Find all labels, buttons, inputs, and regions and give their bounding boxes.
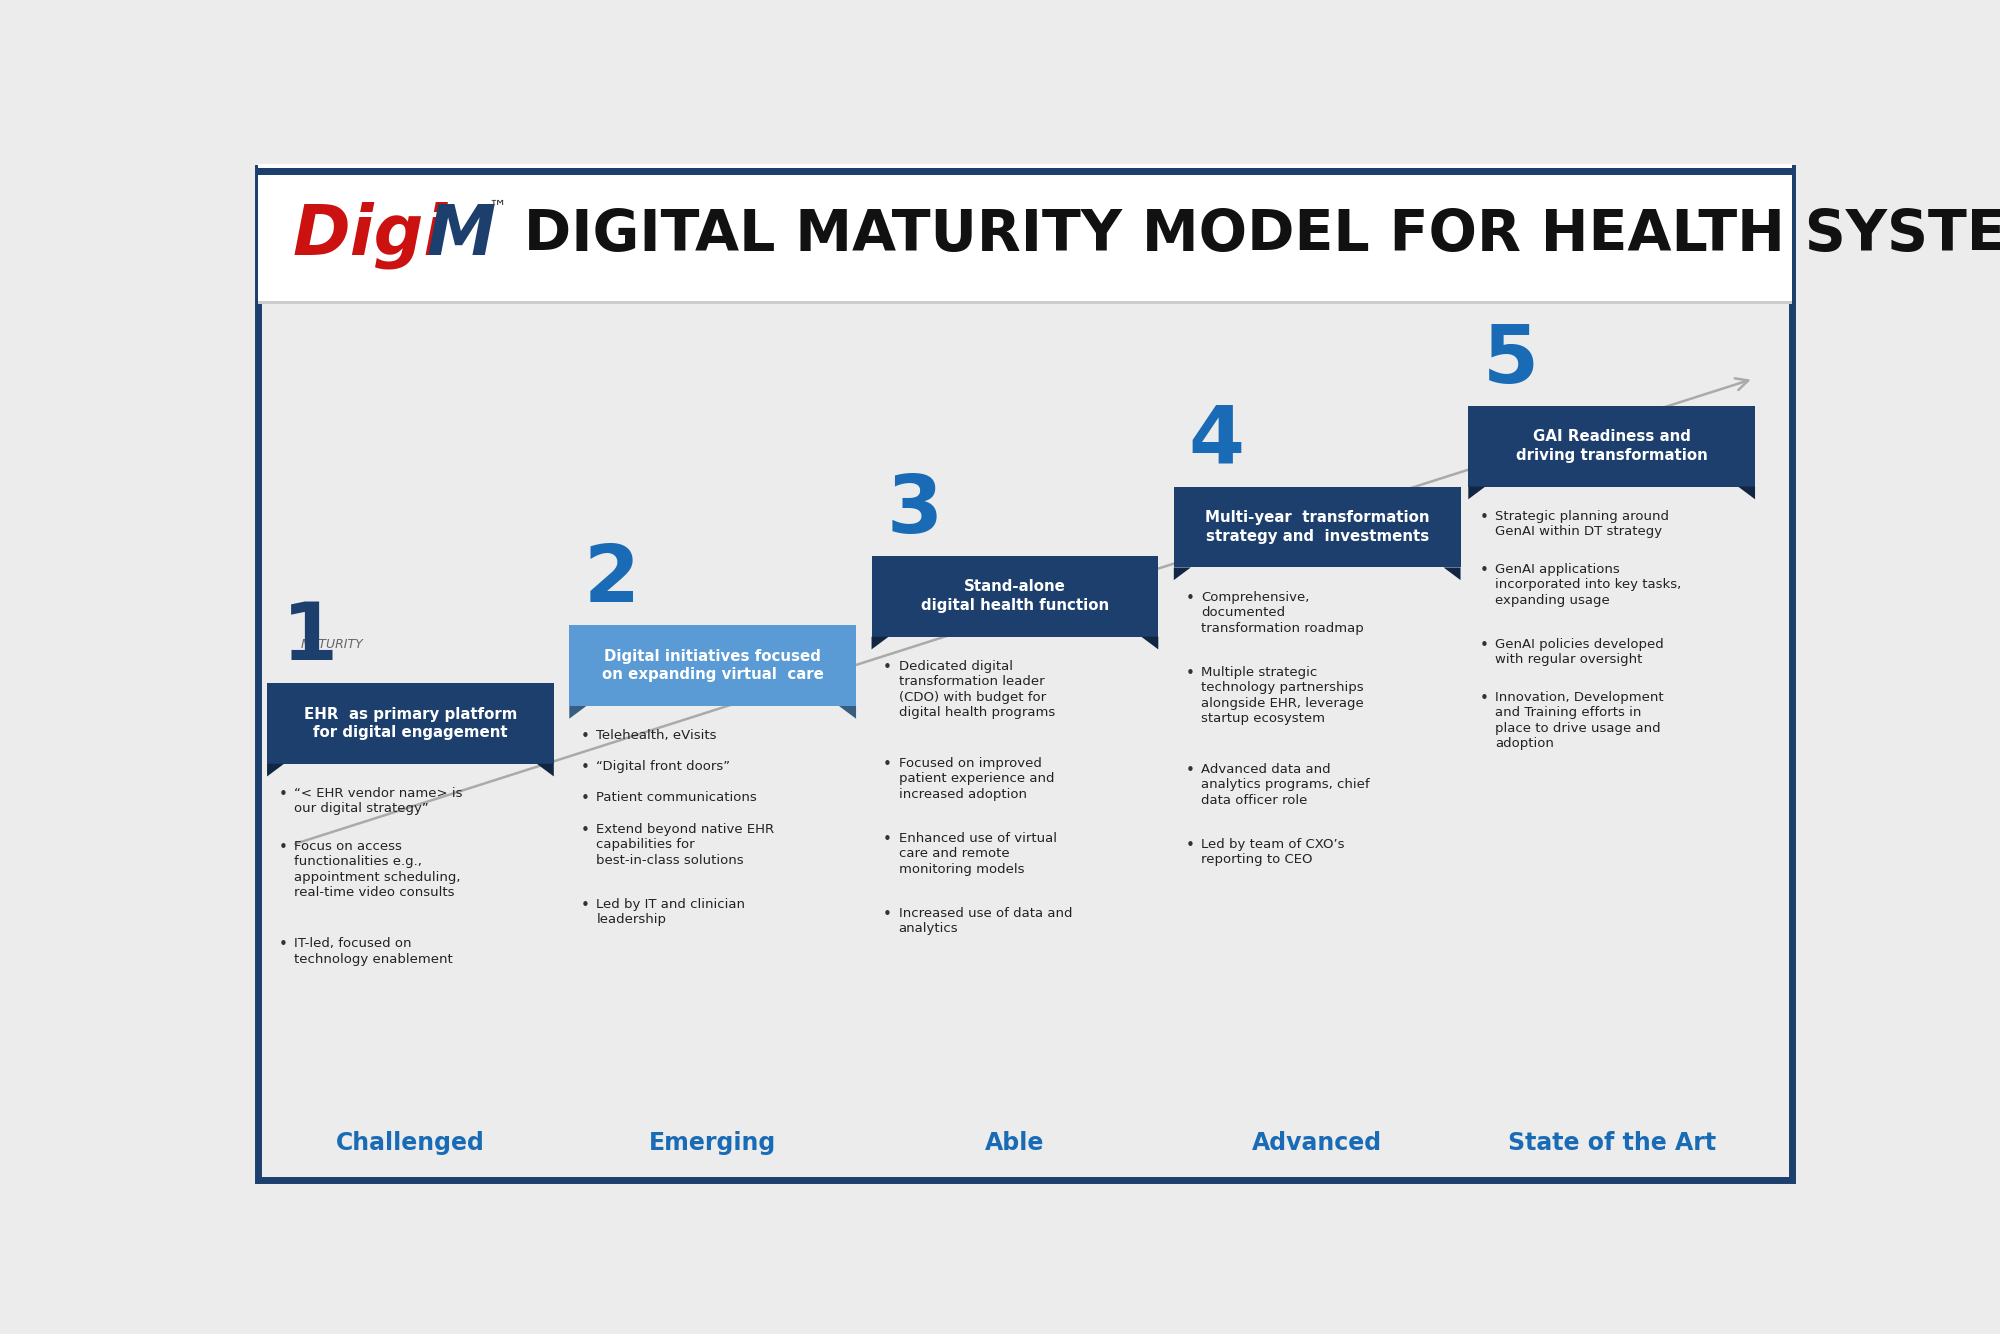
Text: MATURITY: MATURITY xyxy=(300,638,364,651)
Text: Comprehensive,
documented
transformation roadmap: Comprehensive, documented transformation… xyxy=(1200,591,1364,635)
Text: Advanced data and
analytics programs, chief
data officer role: Advanced data and analytics programs, ch… xyxy=(1200,763,1370,807)
Text: •: • xyxy=(580,898,590,912)
Text: •: • xyxy=(1480,510,1488,524)
Text: Emerging: Emerging xyxy=(650,1131,776,1155)
Bar xyxy=(570,626,856,706)
Text: Led by IT and clinician
leadership: Led by IT and clinician leadership xyxy=(596,898,746,926)
Text: Digital initiatives focused
on expanding virtual  care: Digital initiatives focused on expanding… xyxy=(602,648,824,683)
Text: Advanced: Advanced xyxy=(1252,1131,1382,1155)
Text: •: • xyxy=(580,823,590,838)
Text: •: • xyxy=(1186,591,1194,606)
Text: IT-led, focused on
technology enablement: IT-led, focused on technology enablement xyxy=(294,936,452,966)
Text: Innovation, Development
and Training efforts in
place to drive usage and
adoptio: Innovation, Development and Training eff… xyxy=(1496,691,1664,751)
Text: DIGITAL MATURITY MODEL FOR HEALTH SYSTEMS: DIGITAL MATURITY MODEL FOR HEALTH SYSTEM… xyxy=(504,208,2000,263)
Text: GenAI policies developed
with regular oversight: GenAI policies developed with regular ov… xyxy=(1496,638,1664,667)
Text: GenAI applications
incorporated into key tasks,
expanding usage: GenAI applications incorporated into key… xyxy=(1496,563,1682,607)
Bar xyxy=(268,683,554,764)
Text: ™: ™ xyxy=(488,199,506,217)
Text: Led by team of CXO’s
reporting to CEO: Led by team of CXO’s reporting to CEO xyxy=(1200,838,1344,866)
Text: •: • xyxy=(1480,563,1488,578)
Text: Enhanced use of virtual
care and remote
monitoring models: Enhanced use of virtual care and remote … xyxy=(898,832,1056,876)
Text: •: • xyxy=(1186,666,1194,680)
Bar xyxy=(1468,406,1756,487)
Text: •: • xyxy=(1480,691,1488,706)
Bar xyxy=(872,556,1158,636)
Text: Stand-alone
digital health function: Stand-alone digital health function xyxy=(920,579,1108,614)
Text: Multiple strategic
technology partnerships
alongside EHR, leverage
startup ecosy: Multiple strategic technology partnershi… xyxy=(1200,666,1364,726)
Polygon shape xyxy=(1174,567,1190,580)
Text: Telehealth, eVisits: Telehealth, eVisits xyxy=(596,730,716,742)
Text: M: M xyxy=(426,201,496,268)
Text: GAI Readiness and
driving transformation: GAI Readiness and driving transformation xyxy=(1516,430,1708,463)
Text: •: • xyxy=(580,791,590,807)
Text: 1: 1 xyxy=(282,599,338,676)
Polygon shape xyxy=(570,706,586,719)
Text: “Digital front doors”: “Digital front doors” xyxy=(596,760,730,774)
Text: 2: 2 xyxy=(584,542,640,619)
FancyBboxPatch shape xyxy=(258,168,1792,1179)
Text: •: • xyxy=(884,756,892,772)
Text: Focused on improved
patient experience and
increased adoption: Focused on improved patient experience a… xyxy=(898,756,1054,800)
Text: •: • xyxy=(1186,838,1194,852)
Text: •: • xyxy=(884,832,892,847)
Text: Increased use of data and
analytics: Increased use of data and analytics xyxy=(898,907,1072,935)
Text: •: • xyxy=(580,730,590,744)
Text: Able: Able xyxy=(986,1131,1044,1155)
Text: Extend beyond native EHR
capabilities for
best-in-class solutions: Extend beyond native EHR capabilities fo… xyxy=(596,823,774,867)
Text: •: • xyxy=(884,907,892,922)
Text: •: • xyxy=(1186,763,1194,778)
Text: Dedicated digital
transformation leader
(CDO) with budget for
digital health pro: Dedicated digital transformation leader … xyxy=(898,660,1054,719)
Text: •: • xyxy=(278,787,288,802)
Text: •: • xyxy=(1480,638,1488,652)
Text: Strategic planning around
GenAI within DT strategy: Strategic planning around GenAI within D… xyxy=(1496,510,1670,538)
Text: Focus on access
functionalities e.g.,
appointment scheduling,
real-time video co: Focus on access functionalities e.g., ap… xyxy=(294,840,460,899)
Bar xyxy=(1174,487,1460,567)
Text: 3: 3 xyxy=(886,472,942,550)
Text: Digi: Digi xyxy=(292,201,448,269)
Bar xyxy=(258,301,1792,304)
Text: •: • xyxy=(580,760,590,775)
Text: Patient communications: Patient communications xyxy=(596,791,758,804)
Polygon shape xyxy=(1468,487,1486,499)
Text: Challenged: Challenged xyxy=(336,1131,484,1155)
Bar xyxy=(258,164,1792,303)
Polygon shape xyxy=(1738,487,1756,499)
Polygon shape xyxy=(268,764,284,776)
Text: •: • xyxy=(278,936,288,952)
Text: “< EHR vendor name> is
our digital strategy”: “< EHR vendor name> is our digital strat… xyxy=(294,787,462,815)
Polygon shape xyxy=(840,706,856,719)
Text: 5: 5 xyxy=(1482,321,1538,400)
Polygon shape xyxy=(1142,636,1158,650)
Text: Multi-year  transformation
strategy and  investments: Multi-year transformation strategy and i… xyxy=(1204,510,1430,544)
Polygon shape xyxy=(872,636,888,650)
Polygon shape xyxy=(1444,567,1460,580)
Bar xyxy=(258,168,1792,176)
Text: EHR  as primary platform
for digital engagement: EHR as primary platform for digital enga… xyxy=(304,707,518,740)
Polygon shape xyxy=(536,764,554,776)
Text: State of the Art: State of the Art xyxy=(1508,1131,1716,1155)
Text: •: • xyxy=(884,660,892,675)
Text: •: • xyxy=(278,840,288,855)
Text: 4: 4 xyxy=(1188,403,1244,480)
